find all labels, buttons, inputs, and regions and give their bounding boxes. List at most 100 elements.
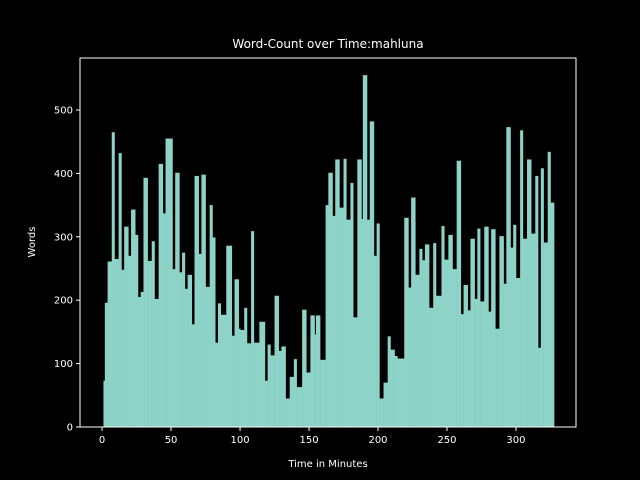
bar [226, 245, 233, 427]
bar [444, 259, 449, 427]
bar [484, 226, 489, 427]
bar [346, 219, 351, 427]
bar [234, 279, 239, 427]
bar [179, 272, 183, 427]
bar [274, 295, 279, 427]
bar [424, 244, 430, 427]
bar [335, 159, 340, 427]
bar [259, 321, 266, 427]
bar [522, 238, 528, 427]
bar [315, 315, 321, 427]
y-tick-label: 300 [54, 232, 73, 243]
bar [267, 344, 271, 427]
bar [289, 376, 295, 427]
y-tick-label: 400 [54, 169, 73, 180]
bar [140, 291, 144, 427]
bar [147, 260, 153, 427]
bar [408, 287, 412, 427]
bar [124, 226, 129, 427]
bar [390, 349, 395, 427]
bar [162, 213, 166, 427]
bar [172, 269, 176, 427]
bar [394, 355, 398, 427]
bar [361, 219, 364, 427]
bar [547, 151, 551, 427]
bar [376, 223, 380, 427]
bar [441, 226, 445, 427]
bar [404, 217, 409, 427]
bar [107, 261, 113, 427]
bar [433, 243, 437, 427]
bar [480, 301, 485, 427]
bar [111, 132, 115, 427]
bar [201, 174, 206, 427]
bar [244, 307, 248, 427]
bar [205, 286, 210, 427]
bar [339, 207, 344, 427]
bar [460, 314, 464, 427]
bar [114, 258, 119, 427]
y-tick-label: 0 [67, 423, 73, 434]
bar [488, 311, 492, 427]
bar [264, 380, 268, 427]
bar [411, 197, 416, 427]
bar [543, 242, 549, 427]
bar [135, 234, 139, 427]
bar [217, 303, 222, 427]
bar [137, 297, 142, 427]
bar [491, 229, 496, 427]
bar [103, 380, 106, 427]
bar [540, 168, 544, 427]
bar [314, 334, 317, 427]
bar [452, 269, 457, 427]
bar [527, 159, 532, 427]
bar [456, 160, 462, 427]
bar [293, 359, 297, 427]
x-tick-label: 0 [99, 435, 105, 446]
bar [191, 324, 195, 427]
bar [332, 215, 336, 427]
bar [231, 335, 235, 427]
y-tick-label: 100 [54, 359, 73, 370]
bar [474, 298, 478, 427]
bar [278, 350, 282, 427]
x-tick-label: 250 [437, 435, 456, 446]
x-tick-label: 50 [165, 435, 178, 446]
x-tick-label: 200 [368, 435, 387, 446]
x-tick-label: 100 [230, 435, 249, 446]
bar [154, 298, 159, 427]
x-tick-label: 300 [506, 435, 525, 446]
bar [118, 153, 122, 427]
bar [510, 247, 514, 427]
bar [499, 236, 504, 427]
bar [531, 233, 536, 427]
bar [131, 209, 136, 427]
y-tick-label: 500 [54, 105, 73, 116]
bar [253, 342, 260, 427]
bar [281, 346, 286, 427]
bar [306, 372, 311, 427]
bar [506, 127, 511, 427]
bar [435, 295, 442, 427]
bar [470, 238, 475, 427]
x-tick-label: 150 [299, 435, 318, 446]
bar [448, 234, 453, 427]
bar [383, 382, 388, 427]
x-axis-label: Time in Minutes [287, 459, 367, 470]
bar [463, 284, 468, 427]
bar [397, 358, 405, 427]
bar [503, 283, 507, 427]
bar [495, 328, 500, 427]
bar [369, 121, 375, 427]
bar [175, 172, 180, 427]
bar [325, 205, 329, 427]
bar [251, 231, 255, 427]
bar [209, 205, 213, 427]
bar [187, 274, 193, 427]
bar [513, 224, 517, 427]
bar [285, 398, 291, 427]
bar [350, 182, 354, 427]
bar [477, 228, 481, 427]
bar [104, 302, 108, 427]
